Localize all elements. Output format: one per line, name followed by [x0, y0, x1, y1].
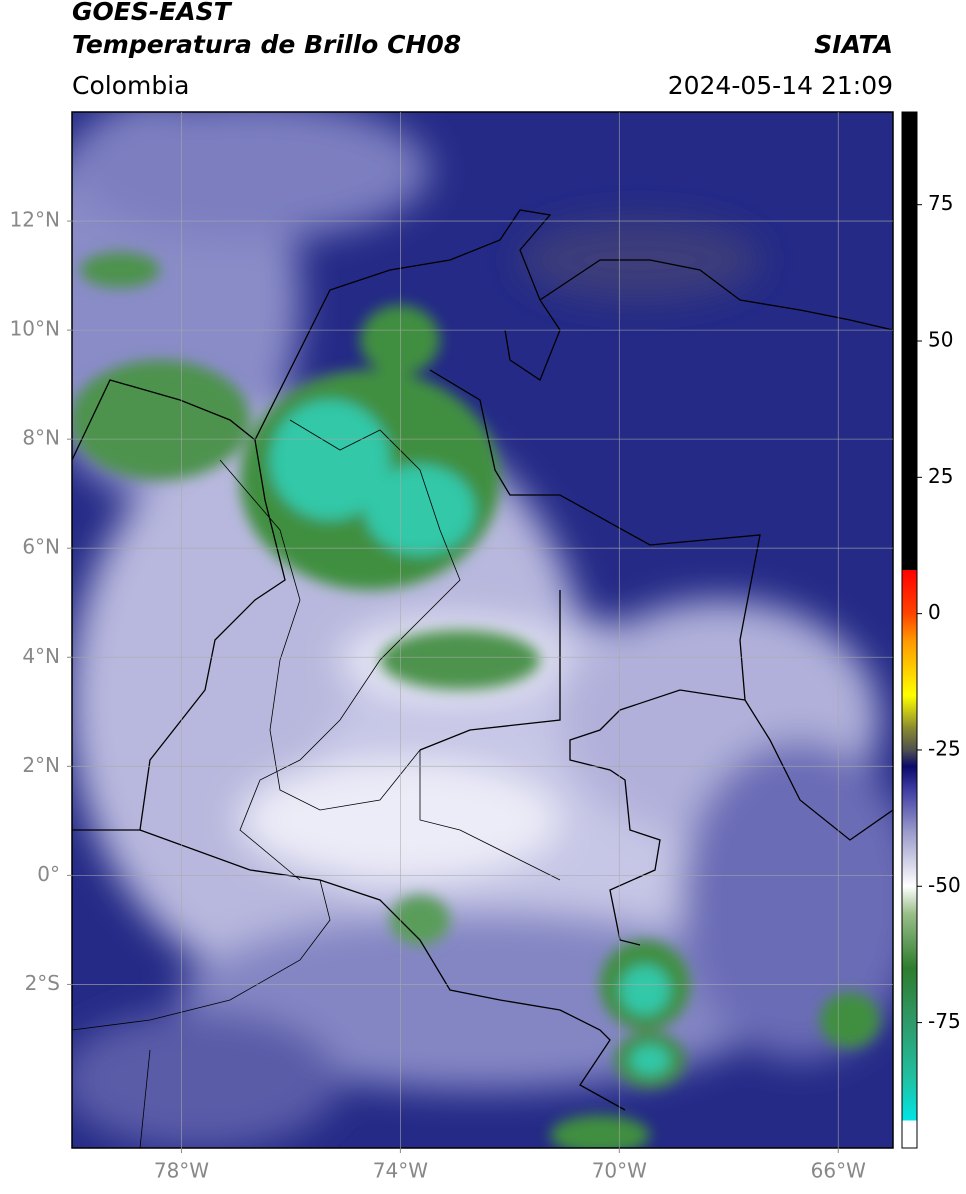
colorbar-tick-label: -25: [928, 736, 961, 760]
x-tick-label: 70°W: [592, 1159, 647, 1183]
y-tick-label: 12°N: [10, 208, 60, 232]
x-tick-label: 66°W: [811, 1159, 866, 1183]
y-tick-label: 2°S: [25, 971, 60, 995]
satellite: GOES-EAST: [72, 0, 233, 26]
colorbar-tick-label: 0: [928, 600, 941, 624]
y-tick-label: 10°N: [10, 317, 60, 341]
colorbar-tick-label: 50: [928, 328, 953, 352]
x-tick-label: 74°W: [373, 1159, 428, 1183]
map-frame: [71, 111, 894, 1149]
y-tick-label: 2°N: [22, 753, 60, 777]
satellite-image: [72, 112, 893, 1148]
timestamp: 2024-05-14 21:09: [668, 71, 893, 100]
y-tick-label: 4°N: [22, 644, 60, 668]
source: SIATA: [814, 30, 893, 59]
x-tick-label: 78°W: [154, 1159, 209, 1183]
colorbar-tick-label: 25: [928, 464, 953, 488]
colorbar-tick-label: -50: [928, 873, 961, 897]
colorbar: [901, 111, 918, 1149]
product: Temperatura de Brillo CH08: [72, 30, 461, 59]
y-tick-label: 0°: [37, 862, 60, 886]
colorbar-tick-label: -75: [928, 1009, 961, 1033]
y-tick-label: 8°N: [22, 426, 60, 450]
region: Colombia: [72, 71, 189, 100]
colorbar-tick-label: 75: [928, 191, 953, 215]
y-tick-label: 6°N: [22, 535, 60, 559]
